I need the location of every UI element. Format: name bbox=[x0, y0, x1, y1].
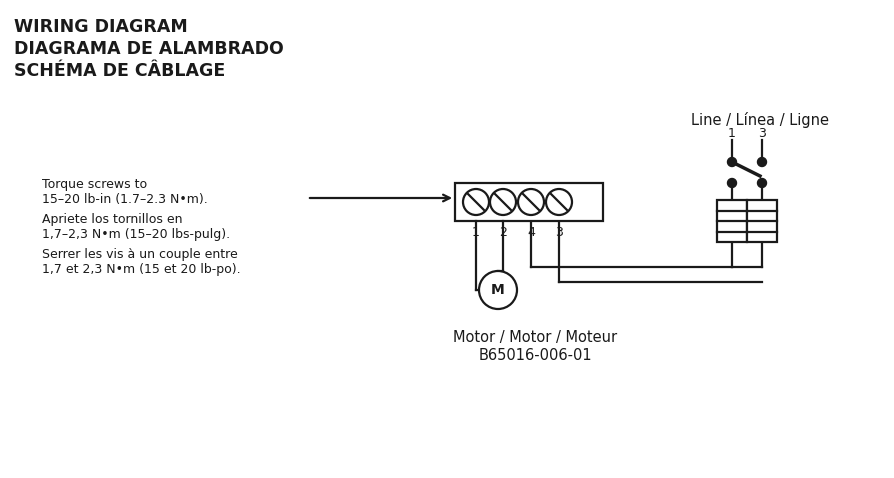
Text: Apriete los tornillos en: Apriete los tornillos en bbox=[42, 213, 182, 226]
Circle shape bbox=[490, 189, 516, 215]
Circle shape bbox=[728, 157, 737, 166]
Text: 1,7–2,3 N•m (15–20 lbs-pulg).: 1,7–2,3 N•m (15–20 lbs-pulg). bbox=[42, 228, 230, 241]
Circle shape bbox=[757, 178, 766, 187]
Bar bbox=[455, 183, 603, 221]
Text: Line / Línea / Ligne: Line / Línea / Ligne bbox=[691, 112, 829, 128]
Circle shape bbox=[546, 189, 572, 215]
Text: DIAGRAMA DE ALAMBRADO: DIAGRAMA DE ALAMBRADO bbox=[14, 40, 283, 58]
Text: M: M bbox=[491, 283, 505, 297]
Text: 3: 3 bbox=[555, 226, 563, 239]
Circle shape bbox=[479, 271, 517, 309]
Text: SCHÉMA DE CÂBLAGE: SCHÉMA DE CÂBLAGE bbox=[14, 62, 225, 80]
Bar bbox=[747, 200, 777, 242]
Text: Motor / Motor / Moteur: Motor / Motor / Moteur bbox=[453, 330, 617, 345]
Circle shape bbox=[757, 157, 766, 166]
Text: B65016-006-01: B65016-006-01 bbox=[478, 348, 592, 363]
Text: 4: 4 bbox=[527, 226, 535, 239]
Text: Serrer les vis à un couple entre: Serrer les vis à un couple entre bbox=[42, 248, 238, 261]
Circle shape bbox=[518, 189, 544, 215]
Text: 15–20 lb-in (1.7–2.3 N•m).: 15–20 lb-in (1.7–2.3 N•m). bbox=[42, 193, 207, 206]
Circle shape bbox=[728, 178, 737, 187]
Text: 3: 3 bbox=[758, 127, 766, 140]
Text: Torque screws to: Torque screws to bbox=[42, 178, 148, 191]
Text: 2: 2 bbox=[499, 226, 507, 239]
Bar bbox=[717, 200, 747, 242]
Text: 1,7 et 2,3 N•m (15 et 20 lb-po).: 1,7 et 2,3 N•m (15 et 20 lb-po). bbox=[42, 263, 240, 276]
Text: WIRING DIAGRAM: WIRING DIAGRAM bbox=[14, 18, 188, 36]
Text: 1: 1 bbox=[472, 226, 480, 239]
Text: 1: 1 bbox=[728, 127, 736, 140]
Circle shape bbox=[463, 189, 489, 215]
